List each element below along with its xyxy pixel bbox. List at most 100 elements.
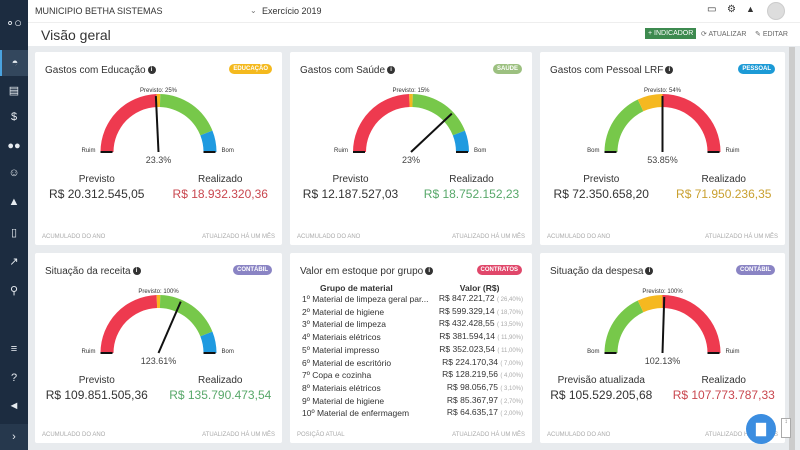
gauge-left-label: Ruim bbox=[81, 148, 96, 154]
chart-icon[interactable]: ↗ bbox=[9, 255, 19, 268]
chart-fab-button[interactable]: ▇ bbox=[746, 414, 776, 444]
card-title-text: Situação da receita bbox=[45, 266, 131, 277]
gauge-segment bbox=[409, 94, 413, 108]
graduation-icon[interactable]: ▲ bbox=[8, 196, 20, 208]
card-title-text: Gastos com Pessoal LRF bbox=[550, 65, 664, 76]
gauge-needle bbox=[154, 96, 160, 153]
topbar: MUNICIPIO BETHA SISTEMAS ⌄ Exercício 201… bbox=[28, 0, 800, 23]
info-icon[interactable]: i bbox=[425, 267, 434, 276]
table-row: 2º Material de higiene R$ 599.329,14 ( 18… bbox=[300, 306, 525, 319]
realized-title: Realizado bbox=[198, 375, 243, 386]
add-indicator-button[interactable]: + INDICADOR bbox=[645, 28, 697, 39]
refresh-icon: ⟳ bbox=[701, 31, 709, 38]
scrollbar[interactable] bbox=[789, 47, 795, 450]
year-selector[interactable]: Exercício 2019 bbox=[262, 6, 322, 16]
bell-icon[interactable]: ▲ bbox=[746, 4, 755, 14]
material-name: Materiais elétricos bbox=[312, 332, 381, 343]
org-name: MUNICIPIO BETHA SISTEMAS bbox=[35, 6, 163, 16]
forecast-label: Previsto: 15% bbox=[392, 88, 430, 94]
gauge-right-label: Bom bbox=[221, 148, 234, 154]
user-badge-icon[interactable]: ☺ bbox=[8, 167, 20, 179]
pencil-icon: ✎ bbox=[755, 31, 763, 38]
edit-button[interactable]: ✎ EDITAR bbox=[755, 30, 788, 38]
gauge-segment bbox=[604, 99, 644, 152]
search-icon[interactable]: ⚲ bbox=[9, 284, 19, 297]
group-cell: 2º Material de higiene bbox=[300, 306, 434, 319]
realized-title: Realizado bbox=[701, 375, 746, 386]
scroll-toggle-button[interactable]: ↕ bbox=[781, 418, 791, 438]
gauge bbox=[353, 94, 469, 153]
card-title-text: Valor em estoque por grupo bbox=[300, 266, 424, 277]
info-icon[interactable]: i bbox=[645, 267, 654, 276]
money-icon[interactable]: $ bbox=[10, 111, 18, 123]
document-icon[interactable]: ▯ bbox=[10, 226, 18, 239]
value: R$ 847.221,72 bbox=[438, 293, 495, 303]
gauge-left-label: Bom bbox=[587, 148, 600, 154]
group-cell: 4º Materiais elétricos bbox=[300, 331, 434, 344]
percent: ( 13,50%) bbox=[496, 322, 523, 329]
table-row: 1º Material de limpeza geral par... R$ 84… bbox=[300, 293, 525, 306]
gauge-card: Situação da despesa i CONTÁBIL Previsto: … bbox=[540, 253, 785, 443]
people-icon[interactable]: ●● bbox=[7, 140, 21, 152]
material-name: Material de higiene bbox=[312, 395, 385, 406]
value-cell: R$ 381.594,14 ( 11,90%) bbox=[434, 331, 525, 344]
card-footer-right: ATUALIZADO HÁ UM MÊS bbox=[452, 432, 525, 438]
dashboard-icon[interactable]: ◓ bbox=[0, 50, 28, 76]
card-title: Situação da receita i bbox=[45, 266, 141, 277]
stock-card: Valor em estoque por grupo i CONTRATOS Gr… bbox=[290, 253, 532, 443]
gauge-left-tick bbox=[100, 352, 113, 354]
monitor-icon[interactable]: ▭ bbox=[707, 4, 717, 15]
gauge-card: Gastos com Saúde i SAÚDE Previsto: 15% Ru… bbox=[290, 52, 532, 245]
megaphone-icon[interactable]: ◄ bbox=[8, 400, 20, 412]
value-cell: R$ 128.219,56 ( 4,00%) bbox=[434, 369, 525, 382]
forecast-value: R$ 109.851.505,36 bbox=[45, 388, 148, 402]
info-icon[interactable]: i bbox=[387, 66, 396, 75]
card-footer-left: POSIÇÃO ATUAL bbox=[297, 432, 345, 438]
value: R$ 432.428,55 bbox=[438, 318, 495, 329]
gauge-segment bbox=[156, 94, 161, 108]
table-row: 9º Material de higiene R$ 85.367,97 ( 2,7… bbox=[300, 395, 525, 408]
forecast-value: R$ 12.187.527,03 bbox=[302, 187, 399, 201]
material-name: Material de limpeza geral par... bbox=[312, 294, 429, 304]
info-icon[interactable]: i bbox=[147, 66, 156, 75]
percent: ( 11,00%) bbox=[497, 347, 523, 354]
gauge-right-label: Bom bbox=[221, 349, 234, 355]
table-row: 10º Material de enfermagem R$ 64.635,17 (… bbox=[300, 407, 525, 420]
forecast-label: Previsto: 100% bbox=[138, 289, 179, 295]
percent: ( 11,90%) bbox=[497, 335, 523, 342]
gauge-right-label: Ruim bbox=[725, 148, 740, 154]
gauge-value: 53.85% bbox=[647, 155, 678, 165]
gear-icon[interactable]: ⚙ bbox=[727, 4, 736, 15]
value: R$ 128.219,56 bbox=[442, 369, 498, 380]
chevron-down-icon[interactable]: ⌄ bbox=[250, 6, 257, 15]
gauge-left-tick bbox=[604, 352, 617, 354]
rank: 7º bbox=[302, 370, 310, 381]
percent: ( 26,40%) bbox=[496, 297, 523, 303]
value-cell: R$ 85.367,97 ( 2,70%) bbox=[434, 395, 525, 408]
card-badge: CONTÁBIL bbox=[736, 265, 775, 275]
card-footer-left: ACUMULADO DO ANO bbox=[42, 432, 106, 438]
avatar[interactable] bbox=[767, 2, 785, 20]
group-cell: 1º Material de limpeza geral par... bbox=[300, 293, 434, 306]
help-icon[interactable]: ? bbox=[10, 372, 18, 384]
gauge-left-label: Ruim bbox=[81, 349, 96, 355]
gauge-right-label: Ruim bbox=[725, 349, 740, 355]
info-icon[interactable]: i bbox=[665, 66, 674, 75]
material-name: Material de enfermagem bbox=[316, 408, 410, 419]
rank: 2º bbox=[302, 306, 310, 317]
table-row: 8º Materiais elétricos R$ 98.056,75 ( 3,1… bbox=[300, 382, 525, 395]
material-name: Material de higiene bbox=[312, 306, 385, 317]
gauge-segment bbox=[100, 94, 158, 152]
rank: 10º bbox=[302, 408, 315, 419]
calculator-icon[interactable]: ▤ bbox=[8, 84, 20, 97]
gauge-right-label: Bom bbox=[474, 148, 487, 154]
info-icon[interactable]: i bbox=[132, 267, 141, 276]
refresh-button[interactable]: ⟳ ATUALIZAR bbox=[701, 30, 746, 38]
value-cell: R$ 599.329,14 ( 18,70%) bbox=[434, 306, 525, 319]
value-cell: R$ 847.221,72 ( 26,40%) bbox=[434, 293, 525, 306]
rank: 5º bbox=[302, 344, 310, 355]
card-title-text: Situação da despesa bbox=[550, 266, 644, 277]
card-badge: CONTÁBIL bbox=[233, 265, 272, 275]
expand-sidebar-button[interactable]: › bbox=[0, 424, 28, 450]
database-icon[interactable]: ≡ bbox=[10, 343, 18, 355]
